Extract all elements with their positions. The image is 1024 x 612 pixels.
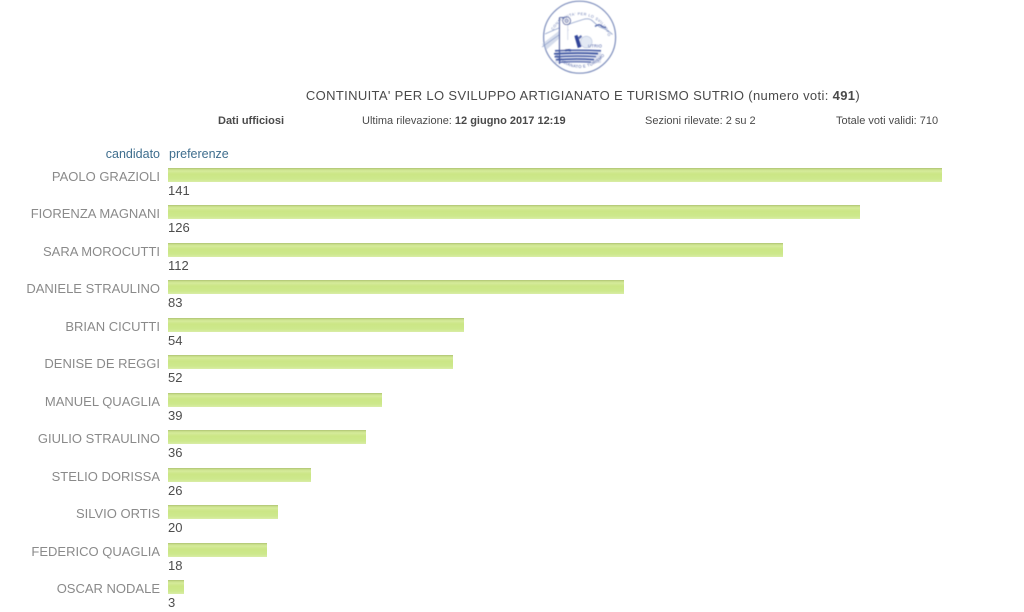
svg-text:UTRIO: UTRIO <box>588 44 603 49</box>
